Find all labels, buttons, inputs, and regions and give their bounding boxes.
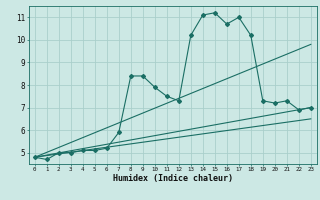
X-axis label: Humidex (Indice chaleur): Humidex (Indice chaleur) (113, 174, 233, 183)
